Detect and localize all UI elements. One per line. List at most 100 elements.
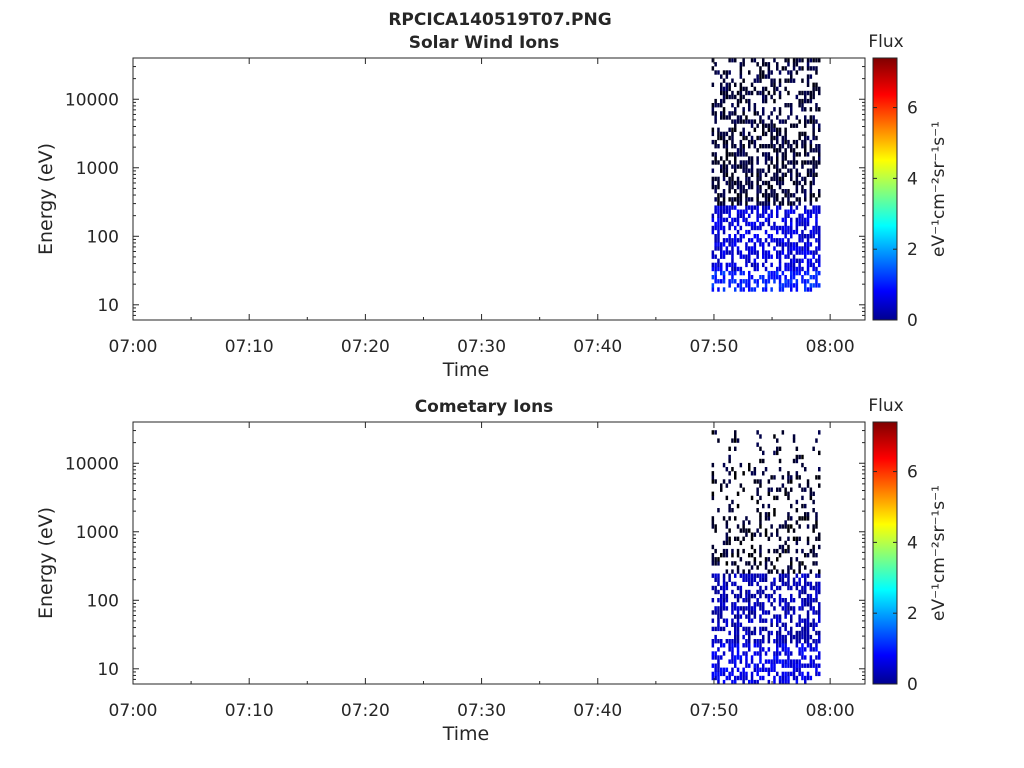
heatmap-cell [812, 86, 815, 92]
heatmap-cell [784, 58, 787, 63]
heatmap-cell [714, 152, 717, 157]
heatmap-cell [750, 630, 754, 636]
heatmap-cell [798, 589, 801, 595]
heatmap-cell [714, 548, 717, 554]
heatmap-cell [742, 189, 745, 194]
heatmap-cell [776, 643, 779, 648]
heatmap-cell [711, 561, 715, 566]
heatmap-cell [748, 639, 751, 644]
heatmap-cell [801, 626, 804, 632]
heatmap-cell [742, 127, 745, 132]
heatmap-cell [759, 524, 762, 529]
heatmap-cell [795, 634, 799, 640]
heatmap-cell [748, 270, 751, 276]
heatmap-cell [722, 573, 726, 578]
heatmap-cell [728, 115, 731, 120]
heatmap-cell [728, 454, 731, 460]
heatmap-cell [798, 262, 801, 268]
heatmap-cell [739, 74, 743, 79]
heatmap-cell [750, 119, 754, 124]
heatmap-cell [773, 655, 776, 660]
heatmap-cell [812, 180, 815, 186]
heatmap-cell [787, 279, 790, 284]
heatmap-cell [806, 168, 810, 173]
heatmap-cell [742, 217, 745, 223]
heatmap-cell [787, 565, 790, 570]
heatmap-cell [787, 479, 790, 484]
heatmap-cell [745, 659, 748, 664]
heatmap-cell [767, 512, 771, 517]
heatmap-cell [753, 234, 757, 239]
heatmap-cell [720, 593, 723, 599]
heatmap-cell [722, 242, 726, 247]
heatmap-cell [812, 508, 815, 513]
heatmap-cell [770, 139, 773, 145]
heatmap-cell [736, 593, 740, 599]
heatmap-cell [815, 172, 818, 177]
heatmap-cell [815, 213, 818, 218]
heatmap-cell [742, 279, 745, 284]
heatmap-cell [717, 238, 720, 243]
heatmap-cell [731, 250, 734, 255]
heatmap-cell [764, 238, 768, 243]
heatmap-cell [756, 499, 759, 505]
heatmap-cell [734, 217, 737, 223]
heatmap-cell [773, 78, 776, 83]
heatmap-cell [770, 569, 773, 574]
heatmap-cell [717, 201, 720, 206]
heatmap-cell [812, 127, 815, 132]
heatmap-cell [801, 655, 804, 660]
y-tick-label: 10 [97, 660, 119, 680]
heatmap-cell [753, 242, 757, 247]
heatmap-cell [764, 189, 768, 194]
heatmap-cell [731, 659, 734, 664]
heatmap-cell [756, 135, 759, 141]
figure-title: RPCICA140519T07.PNG [388, 10, 611, 30]
heatmap-cell [714, 98, 717, 104]
heatmap-cell [809, 487, 813, 492]
heatmap-cell [714, 205, 717, 210]
heatmap-cell [728, 577, 731, 582]
heatmap-cell [734, 164, 737, 169]
heatmap-cell [714, 189, 717, 194]
heatmap-cell [801, 184, 804, 190]
heatmap-cell [790, 634, 793, 640]
heatmap-cell [767, 115, 771, 120]
heatmap-cell [784, 135, 787, 141]
heatmap-cell [722, 462, 726, 468]
heatmap-cell [818, 234, 821, 239]
heatmap-cell [756, 643, 759, 648]
heatmap-cell [736, 536, 740, 541]
heatmap-cell [809, 275, 813, 280]
heatmap-cell [734, 123, 737, 128]
heatmap-cell [809, 659, 813, 664]
heatmap-cell [736, 209, 740, 214]
heatmap-cell [776, 254, 779, 259]
heatmap-cell [798, 606, 801, 611]
heatmap-cell [711, 213, 715, 218]
heatmap-cell [731, 139, 734, 145]
heatmap-cell [804, 242, 807, 247]
heatmap-cell [815, 553, 818, 558]
heatmap-cell [753, 548, 757, 554]
heatmap-cell [714, 156, 717, 161]
heatmap-cell [818, 589, 821, 595]
heatmap-cell [776, 62, 779, 67]
heatmap-cell [756, 667, 759, 672]
heatmap-cell [801, 454, 804, 460]
heatmap-cell [790, 242, 793, 247]
heatmap-cell [725, 467, 729, 472]
heatmap-cell [784, 679, 787, 685]
heatmap-cell [736, 503, 740, 509]
heatmap-cell [815, 279, 818, 284]
heatmap-cell [731, 275, 734, 280]
heatmap-cell [778, 458, 782, 464]
heatmap-cell [745, 262, 748, 268]
heatmap-cell [818, 532, 821, 537]
heatmap-cell [762, 213, 765, 218]
heatmap-cell [748, 238, 751, 243]
heatmap-cell [809, 189, 813, 194]
heatmap-cell [720, 74, 723, 79]
heatmap-cell [815, 144, 818, 149]
heatmap-cell [773, 144, 776, 149]
